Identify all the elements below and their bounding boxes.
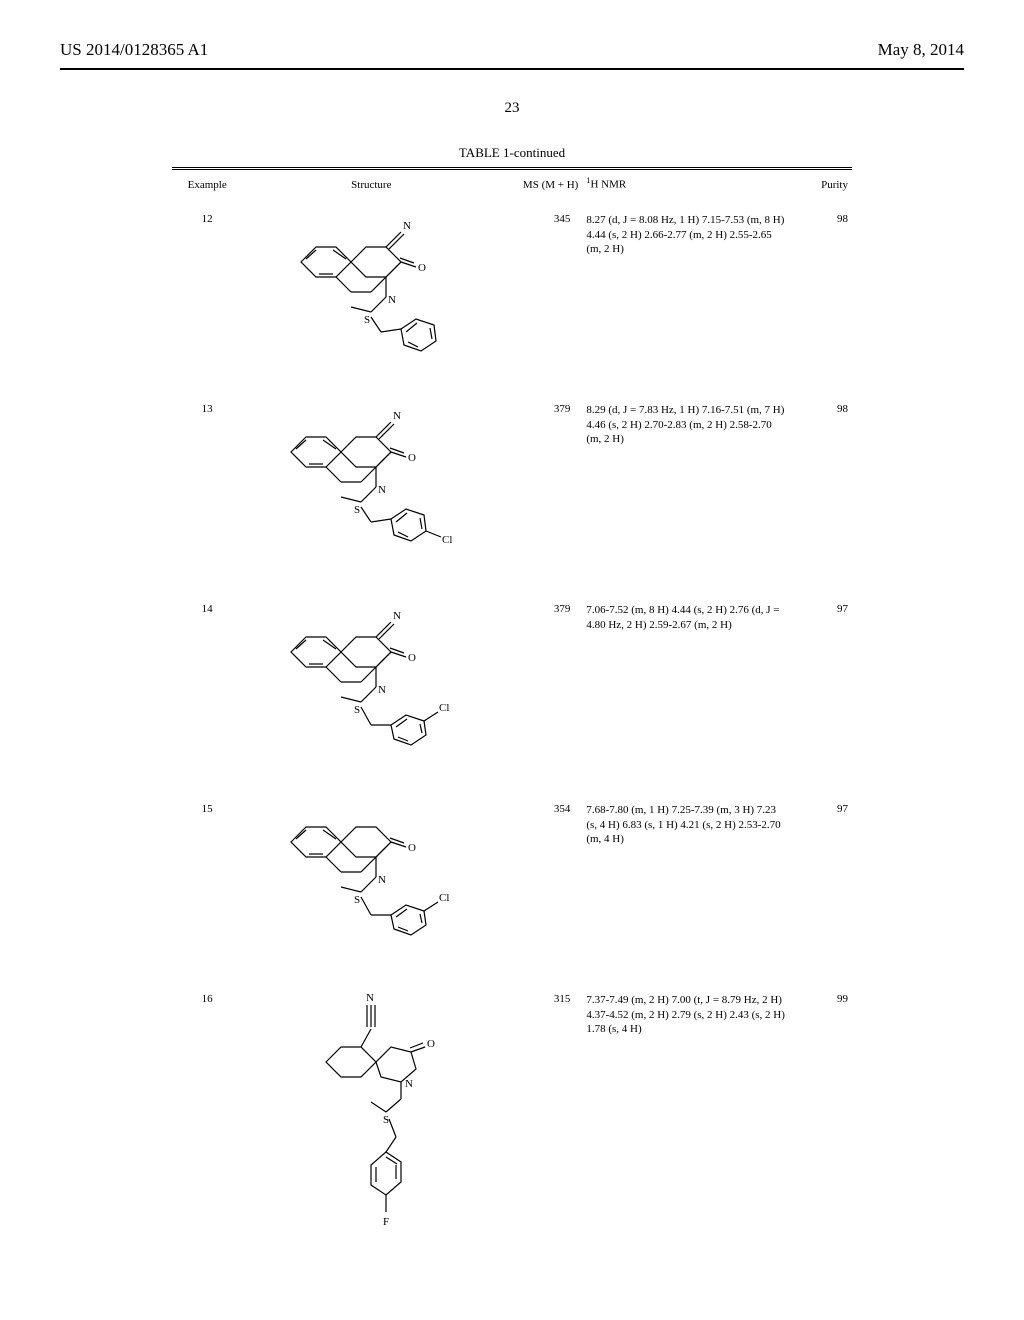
svg-text:Cl: Cl	[442, 534, 452, 546]
col-structure: Structure	[242, 170, 500, 197]
table-row: 15	[172, 787, 852, 977]
svg-text:F: F	[383, 1216, 389, 1228]
table-wrapper: TABLE 1-continued Example Structure MS (…	[172, 145, 852, 1277]
cell-structure: N O N S Cl	[242, 387, 500, 587]
col-ms: MS (M + H)	[500, 170, 582, 197]
structure-16-icon: N O N S F	[301, 987, 441, 1247]
svg-text:N: N	[405, 1078, 413, 1090]
cell-structure: O N S Cl	[242, 787, 500, 977]
table-rule-top	[172, 167, 852, 168]
structure-13-icon: N O N S Cl	[276, 397, 466, 557]
cell-nmr: 8.27 (d, J = 8.08 Hz, 1 H) 7.15-7.53 (m,…	[582, 197, 793, 387]
svg-text:Cl: Cl	[439, 702, 449, 714]
cell-purity: 98	[793, 197, 852, 387]
svg-text:O: O	[408, 452, 416, 464]
svg-text:N: N	[378, 684, 386, 696]
svg-text:N: N	[393, 410, 401, 422]
structure-12-icon: N O N S	[286, 207, 456, 357]
svg-text:S: S	[354, 894, 360, 906]
cell-ms: 315	[500, 977, 582, 1277]
svg-text:O: O	[418, 262, 426, 274]
cell-structure: N O N S F	[242, 977, 500, 1277]
page-header: US 2014/0128365 A1 May 8, 2014	[60, 40, 964, 60]
col-example: Example	[172, 170, 242, 197]
svg-text:S: S	[354, 704, 360, 716]
cell-ms: 379	[500, 587, 582, 787]
svg-text:O: O	[408, 652, 416, 664]
svg-text:N: N	[403, 220, 411, 232]
svg-text:N: N	[378, 874, 386, 886]
cell-nmr: 7.37-7.49 (m, 2 H) 7.00 (t, J = 8.79 Hz,…	[582, 977, 793, 1277]
cell-nmr: 8.29 (d, J = 7.83 Hz, 1 H) 7.16-7.51 (m,…	[582, 387, 793, 587]
publication-date: May 8, 2014	[878, 40, 964, 60]
table-row: 14	[172, 587, 852, 787]
cell-ms: 379	[500, 387, 582, 587]
svg-text:N: N	[366, 992, 374, 1004]
cell-example: 16	[172, 977, 242, 1277]
svg-text:S: S	[354, 504, 360, 516]
table-row: 13	[172, 387, 852, 587]
cell-nmr: 7.68-7.80 (m, 1 H) 7.25-7.39 (m, 3 H) 7.…	[582, 787, 793, 977]
cell-structure: N O N S	[242, 197, 500, 387]
table-title: TABLE 1-continued	[172, 145, 852, 161]
svg-text:S: S	[383, 1114, 389, 1126]
col-purity: Purity	[793, 170, 852, 197]
cell-nmr: 7.06-7.52 (m, 8 H) 4.44 (s, 2 H) 2.76 (d…	[582, 587, 793, 787]
cell-purity: 99	[793, 977, 852, 1277]
header-rule	[60, 68, 964, 70]
svg-text:N: N	[378, 484, 386, 496]
table-row: 16	[172, 977, 852, 1277]
table-row: 12	[172, 197, 852, 387]
page-number: 23	[60, 100, 964, 117]
structure-15-icon: O N S Cl	[276, 797, 466, 947]
svg-text:Cl: Cl	[439, 892, 449, 904]
svg-text:O: O	[427, 1038, 435, 1050]
cell-example: 15	[172, 787, 242, 977]
svg-text:S: S	[364, 314, 370, 326]
cell-example: 12	[172, 197, 242, 387]
publication-number: US 2014/0128365 A1	[60, 40, 208, 60]
cell-purity: 98	[793, 387, 852, 587]
svg-text:O: O	[408, 842, 416, 854]
cell-example: 13	[172, 387, 242, 587]
cell-structure: N O N S Cl	[242, 587, 500, 787]
compound-table: Example Structure MS (M + H) 1H NMR Puri…	[172, 170, 852, 1277]
cell-example: 14	[172, 587, 242, 787]
svg-text:N: N	[393, 610, 401, 622]
cell-ms: 345	[500, 197, 582, 387]
cell-purity: 97	[793, 587, 852, 787]
table-header-row: Example Structure MS (M + H) 1H NMR Puri…	[172, 170, 852, 197]
cell-purity: 97	[793, 787, 852, 977]
structure-14-icon: N O N S Cl	[276, 597, 466, 757]
svg-text:N: N	[388, 294, 396, 306]
col-nmr: 1H NMR	[582, 170, 793, 197]
cell-ms: 354	[500, 787, 582, 977]
